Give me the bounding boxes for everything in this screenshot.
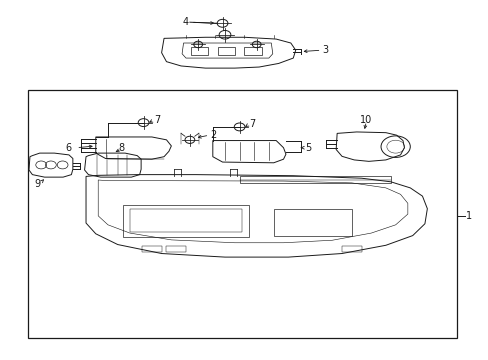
Text: 1: 1 [466,211,471,221]
Text: 5: 5 [305,143,311,153]
Text: 7: 7 [249,120,255,129]
Bar [273,209,351,235]
Bar [217,47,234,55]
Text: 6: 6 [65,143,71,153]
Text: 3: 3 [322,45,328,55]
Bar [244,47,261,55]
Text: 2: 2 [210,130,216,140]
Bar [239,176,390,183]
Bar [166,246,185,252]
Text: 9: 9 [34,179,40,189]
Bar [130,209,242,232]
Bar [122,205,249,237]
Text: 7: 7 [154,115,160,125]
Bar [341,246,361,252]
Text: 10: 10 [360,115,372,125]
Bar [142,246,161,252]
Bar [27,90,456,338]
Text: 8: 8 [118,143,124,153]
Text: 4: 4 [182,17,188,27]
Bar [190,47,207,55]
